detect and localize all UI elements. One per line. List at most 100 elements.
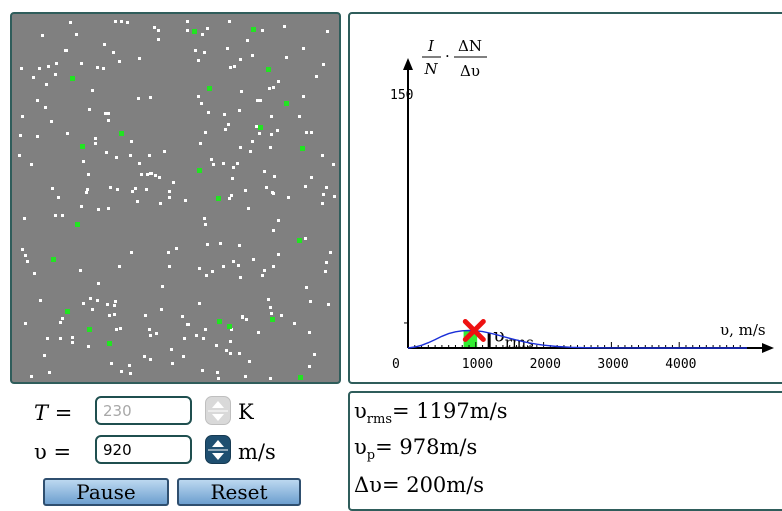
pause-button[interactable]: Pause xyxy=(43,478,169,506)
gas-particle xyxy=(263,170,266,173)
distribution-graph-panel: I N · ΔN Δυ 150 υ, m/s 0 1000 2000 3000 4000… xyxy=(348,12,782,384)
gas-particle xyxy=(118,60,121,63)
gas-particle xyxy=(91,89,94,92)
tracked-particle xyxy=(217,319,222,324)
temperature-unit: K xyxy=(238,400,254,424)
gas-particle xyxy=(46,337,49,340)
gas-particle xyxy=(168,190,171,193)
gas-particle xyxy=(256,99,259,102)
gas-particle xyxy=(182,355,185,358)
gas-particle xyxy=(87,345,90,348)
peak-marker-stroke-2 xyxy=(462,318,486,342)
gas-particle xyxy=(228,20,231,23)
gas-particle xyxy=(21,248,24,251)
gas-particle xyxy=(24,322,27,325)
gas-particle xyxy=(269,146,272,149)
gas-particle xyxy=(110,362,113,365)
gas-particle xyxy=(50,120,53,123)
gas-particle xyxy=(64,49,67,52)
gas-particle xyxy=(19,134,22,137)
gas-particle xyxy=(69,21,72,24)
gas-particle xyxy=(298,115,301,118)
gas-particle xyxy=(45,83,48,86)
gas-particle xyxy=(167,251,170,254)
temperature-input[interactable] xyxy=(103,400,183,422)
gas-particle xyxy=(216,371,219,374)
distribution-curve xyxy=(407,329,747,349)
gas-particle xyxy=(96,299,99,302)
gas-particle xyxy=(114,300,117,303)
gas-particle xyxy=(239,58,242,61)
reset-button[interactable]: Reset xyxy=(177,478,301,506)
gas-particle xyxy=(233,65,236,68)
gas-particle xyxy=(87,173,90,176)
gas-particle xyxy=(91,308,94,311)
gas-particle xyxy=(137,97,140,100)
gas-particle xyxy=(237,264,240,267)
gas-particle xyxy=(230,328,233,331)
readout-panel: υrms= 1197m/s υp= 978m/s Δυ= 200m/s xyxy=(348,391,782,511)
gas-particle xyxy=(102,67,105,70)
x-tick-label: 2000 xyxy=(530,357,561,372)
gas-particle xyxy=(82,302,85,305)
gas-particle xyxy=(270,115,273,118)
gas-particle xyxy=(36,99,39,102)
gas-particle xyxy=(159,202,162,205)
gas-particle xyxy=(32,76,35,79)
gas-particle xyxy=(315,75,318,78)
speed-stepper[interactable] xyxy=(205,435,231,464)
gas-particle xyxy=(204,223,207,226)
gas-particle xyxy=(305,131,308,134)
gas-particle xyxy=(272,86,275,89)
gas-particle xyxy=(210,158,213,161)
gas-particle xyxy=(327,303,330,306)
tracked-particle xyxy=(192,29,197,34)
gas-particle xyxy=(66,132,69,135)
gas-particle xyxy=(201,33,204,36)
ylabel-den-left: N xyxy=(423,60,438,78)
gas-particle xyxy=(310,131,313,134)
gas-particle xyxy=(244,189,247,192)
gas-particle xyxy=(55,62,58,65)
gas-particle xyxy=(183,337,186,340)
gas-particle xyxy=(197,95,200,98)
gas-particle xyxy=(287,196,290,199)
gas-particle xyxy=(293,322,296,325)
gas-particle xyxy=(308,331,311,334)
chevron-up-icon xyxy=(212,440,224,447)
chevron-up-icon xyxy=(212,401,224,408)
gas-particle xyxy=(138,162,141,165)
gas-particle xyxy=(238,109,241,112)
stepper-divider xyxy=(208,410,228,412)
gas-particle xyxy=(146,173,149,176)
xlabel: υ, m/s xyxy=(720,321,766,339)
gas-particle xyxy=(238,352,241,355)
gas-particle xyxy=(54,73,57,76)
gas-particle xyxy=(239,276,242,279)
gas-particle xyxy=(304,237,307,240)
gas-particle xyxy=(187,323,190,326)
gas-particle xyxy=(163,150,166,153)
speed-input[interactable] xyxy=(103,439,183,461)
gas-particle xyxy=(33,272,36,275)
gas-particle xyxy=(113,304,116,307)
gas-particle xyxy=(269,377,272,380)
gas-particle xyxy=(89,297,92,300)
gas-particle xyxy=(212,163,215,166)
gas-particle xyxy=(23,217,26,220)
gas-particle xyxy=(308,365,311,368)
gas-particle xyxy=(261,29,264,32)
gas-particle xyxy=(57,196,60,199)
tracked-particle xyxy=(298,375,303,380)
gas-particle xyxy=(131,190,134,193)
temperature-stepper[interactable] xyxy=(205,396,231,425)
gas-particle xyxy=(186,20,189,23)
gas-particle xyxy=(148,154,151,157)
gas-particle xyxy=(203,217,206,220)
speed-field[interactable] xyxy=(95,435,192,464)
gas-particle xyxy=(219,242,222,245)
gas-particle xyxy=(211,270,214,273)
temperature-field[interactable] xyxy=(95,396,192,425)
gas-particle xyxy=(259,99,262,102)
tracked-particle xyxy=(284,101,289,106)
